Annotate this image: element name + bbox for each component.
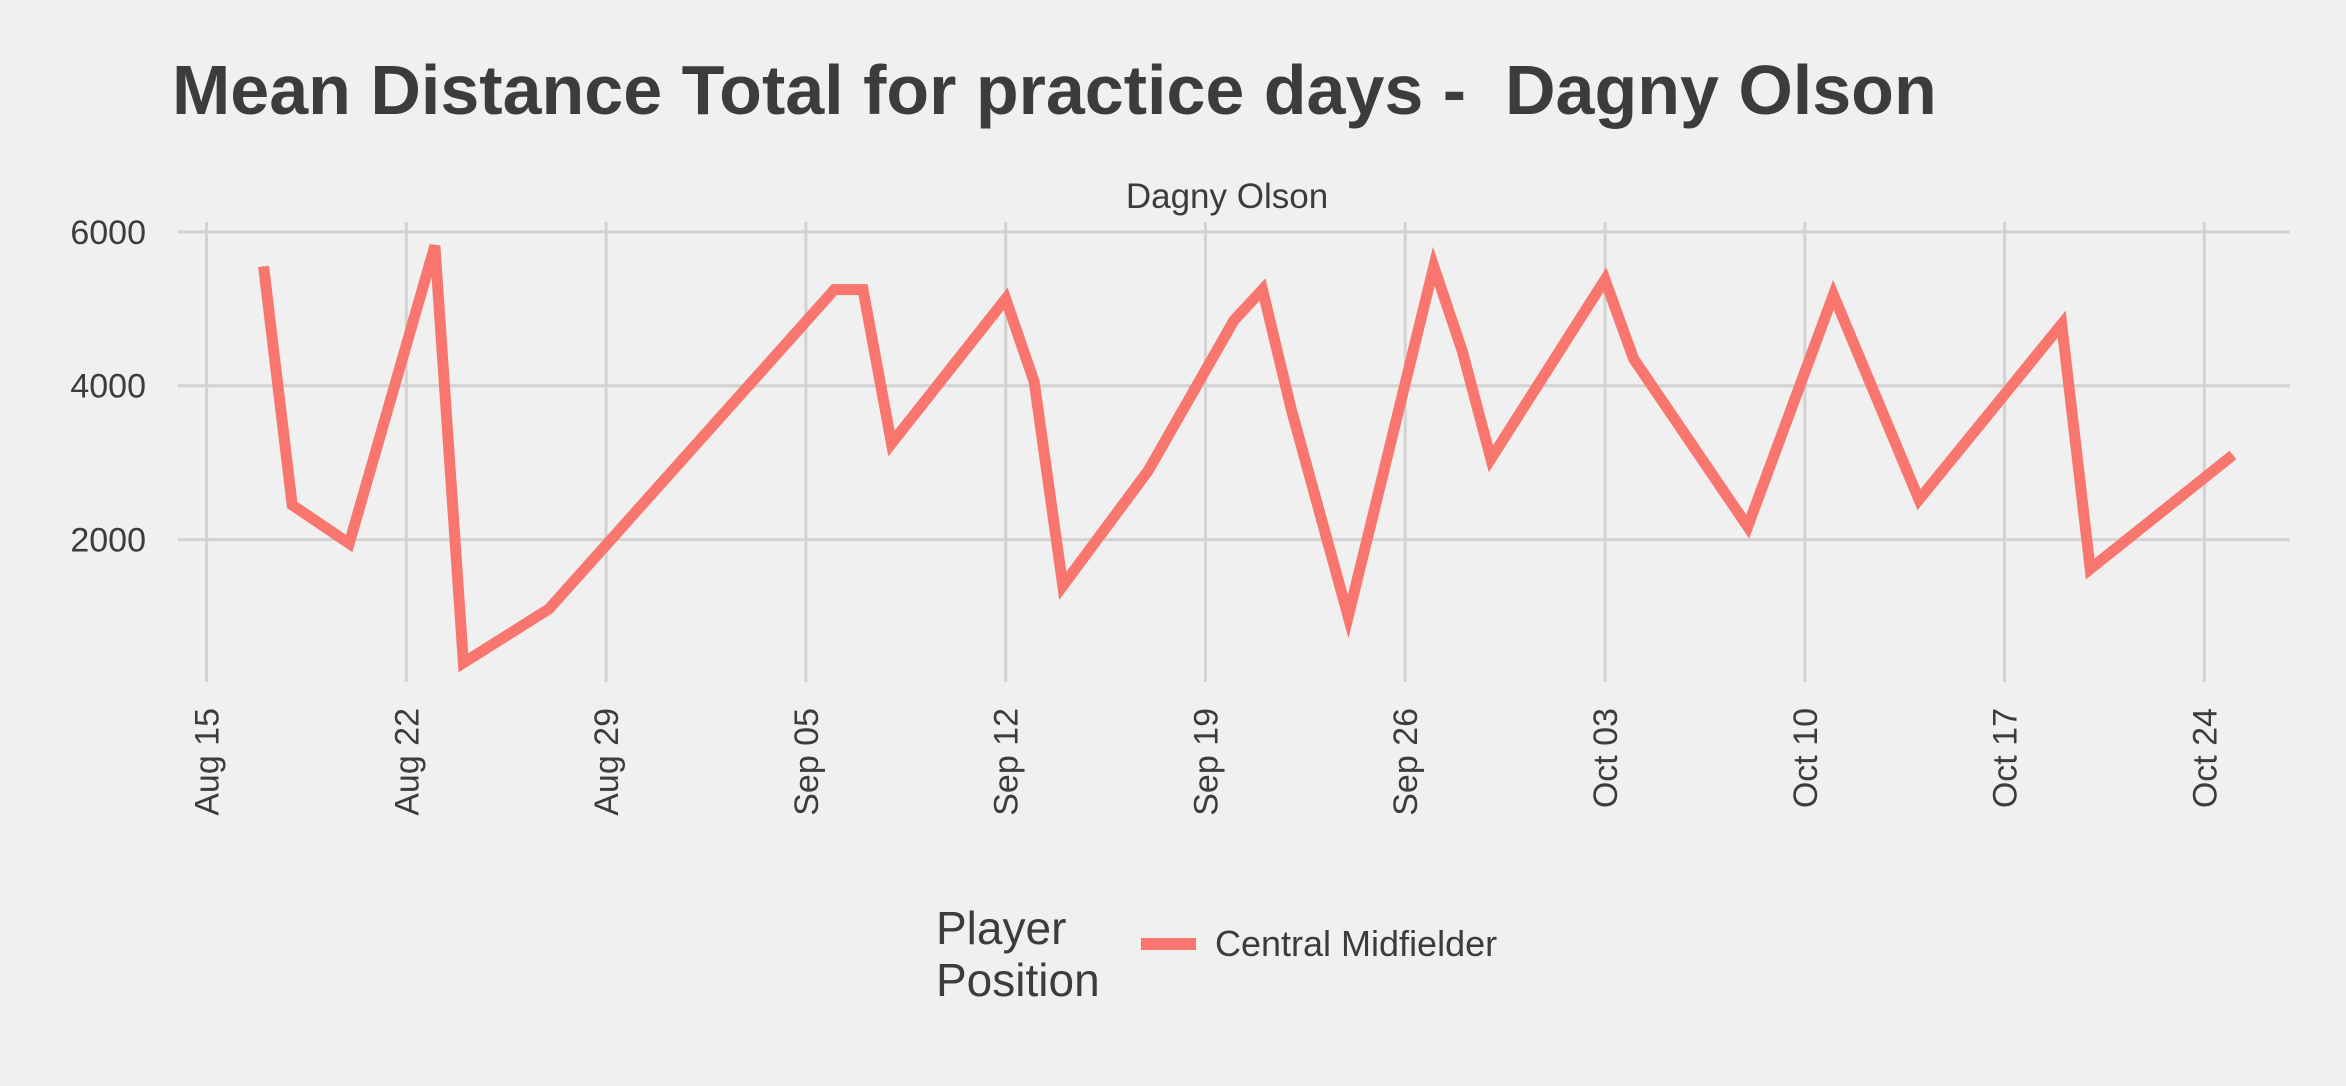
data-point [1832,294,1834,296]
x-tick-label: Sep 26 [1387,708,1425,816]
x-tick-label: Sep 12 [988,708,1026,816]
data-point [1290,408,1292,410]
data-point [1747,526,1749,528]
data-point [1005,298,1007,300]
x-tick-label: Aug 15 [189,708,227,816]
x-tick-label: Sep 19 [1187,708,1225,816]
data-point [833,289,835,291]
data-point [1033,381,1035,383]
x-tick-label: Oct 17 [1987,708,2025,808]
gridlines [178,222,2290,682]
data-point [1347,616,1349,618]
x-tick-label: Aug 22 [388,708,426,816]
data-point [2061,323,2063,325]
data-point [1918,499,1920,501]
x-tick-label: Aug 29 [588,708,626,816]
series-layer [258,244,2237,673]
data-point [2089,568,2091,570]
data-point [1461,350,1463,352]
data-point [434,245,436,247]
x-tick-label: Sep 05 [788,708,826,816]
y-tick-label: 6000 [70,214,146,252]
data-point [891,442,893,444]
data-point [1604,279,1606,281]
data-point [2232,454,2234,456]
legend-title: Player Position [936,902,1100,1006]
facet-label: Dagny Olson [1126,177,1328,216]
data-point [1262,289,1264,291]
data-point [462,662,464,664]
x-tick-label: Oct 03 [1587,708,1625,808]
data-point [291,504,293,506]
data-point [1433,265,1435,267]
axis-labels: 2000 4000 6000 Aug 15 Aug 22 Aug 29 Sep 05 Sep … [70,214,2224,816]
data-point [348,542,350,544]
legend-title-line-1: Player [936,902,1066,954]
x-tick-label: Oct 10 [1787,708,1825,808]
legend-item-label: Central Midfielder [1215,923,1497,964]
data-point [263,265,265,267]
data-point [1233,319,1235,321]
data-point [1633,358,1635,360]
y-tick-label: 2000 [70,522,146,560]
data-point [1490,458,1492,460]
legend-title-line-2: Position [936,954,1100,1006]
data-point [548,608,550,610]
data-point [862,289,864,291]
data-point [1062,585,1064,587]
legend: Player Position Central Midfielder [936,902,1497,1006]
chart-title: Mean Distance Total for practice days - … [172,51,1937,129]
x-tick-label: Oct 24 [2186,708,2224,808]
y-tick-label: 4000 [70,368,146,406]
data-point [1147,469,1149,471]
series-line [258,244,2237,673]
